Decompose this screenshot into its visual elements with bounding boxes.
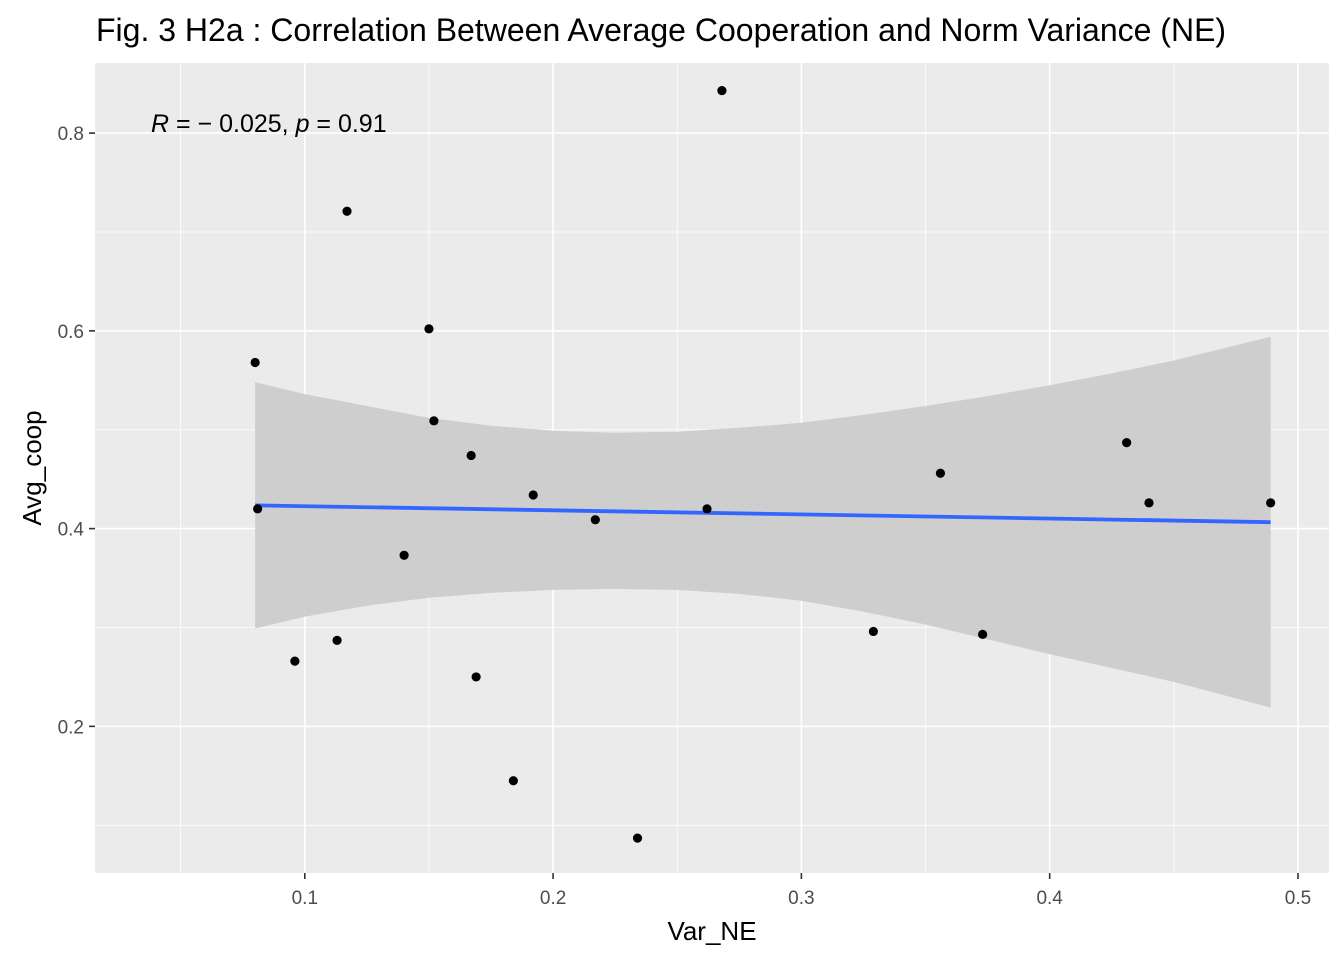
p-value: = 0.91 [309,110,386,138]
data-point [935,468,946,478]
data-point [590,515,600,525]
data-point [508,776,518,786]
data-point [466,450,476,461]
fit-line-layer [255,503,1271,525]
x-tick-label: 0.2 [540,888,566,909]
y-tick-label: 0.8 [58,124,84,145]
data-point [250,357,260,368]
data-point [1122,437,1132,448]
data-point [253,504,263,514]
y-tick-label: 0.6 [58,322,84,343]
x-tick-label: 0.1 [292,888,318,909]
data-point [399,550,409,560]
data-point [702,504,712,514]
data-point [290,656,300,666]
regression-line [255,503,1271,525]
scatter-points [250,85,1276,843]
confidence-band-layer [255,336,1271,708]
p-symbol: p [295,110,310,138]
data-point [1266,498,1276,508]
x-tick-label: 0.5 [1285,888,1311,909]
data-point [429,416,439,426]
x-axis-ticks: 0.1 0.2 0.3 0.4 0.5 [292,873,1311,909]
y-axis-ticks: 0.2 0.4 0.6 0.8 [58,124,95,738]
data-point [332,635,342,645]
x-tick-label: 0.3 [788,888,814,909]
data-point [342,206,352,216]
data-point [471,672,481,682]
x-axis-title: Var_NE [667,916,756,946]
y-axis-title: Avg_coop [17,410,47,525]
r-symbol: R [151,110,169,138]
data-point [528,490,538,500]
data-point [868,626,878,637]
data-point [632,833,643,843]
x-tick-label: 0.4 [1036,888,1063,909]
data-point [1144,498,1154,508]
y-tick-label: 0.2 [58,717,84,738]
correlation-annotation: R = − 0.025, p = 0.91 [151,110,387,138]
data-point [717,85,727,96]
data-point [978,629,988,640]
y-tick-label: 0.4 [58,520,85,541]
data-point [424,324,434,334]
chart-title: Fig. 3 H2a : Correlation Between Average… [96,12,1226,48]
r-value: = − 0.025, [169,110,296,138]
confidence-band [255,336,1271,708]
